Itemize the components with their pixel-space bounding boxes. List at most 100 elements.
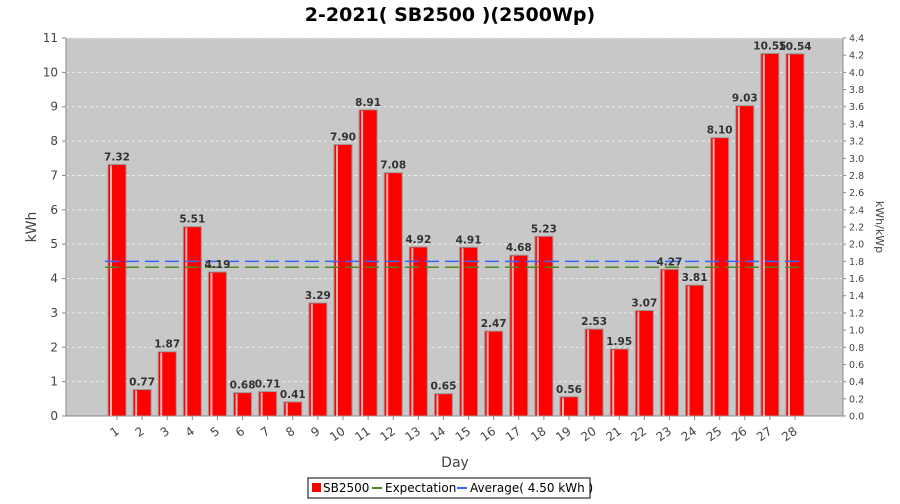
- data-label: 9.03: [732, 93, 758, 105]
- data-label: 0.71: [255, 379, 281, 391]
- y-tick-label: 0: [50, 409, 58, 423]
- y-tick-label: 1: [50, 375, 58, 389]
- bar-highlight: [411, 247, 414, 416]
- bar: [258, 391, 278, 417]
- y2-tick-label: 3.6: [849, 102, 864, 113]
- y2-tick-label: 4.2: [849, 51, 864, 62]
- data-label: 7.90: [330, 132, 356, 144]
- bar: [559, 396, 579, 417]
- y-tick-label: 2: [50, 340, 58, 354]
- bar: [408, 246, 428, 417]
- bar: [534, 235, 554, 417]
- bar-highlight: [587, 330, 590, 416]
- y-tick-label: 11: [43, 31, 58, 45]
- bar: [107, 163, 127, 417]
- x-tick-label: 4: [183, 424, 197, 440]
- y2-tick-label: 0.8: [849, 343, 864, 354]
- y2-tick-label: 0.2: [849, 394, 864, 405]
- x-tick-label: 7: [258, 424, 272, 440]
- bar-highlight: [788, 54, 790, 416]
- y2-tick-label: 4.0: [849, 68, 864, 79]
- data-label: 4.92: [405, 234, 431, 246]
- data-label: 3.07: [631, 298, 657, 310]
- bar: [233, 392, 253, 417]
- bar-highlight: [461, 248, 464, 416]
- bar: [433, 393, 453, 417]
- y2-tick-label: 1.8: [849, 257, 864, 268]
- data-label: 10.55: [753, 40, 786, 52]
- y2-tick-label: 1.0: [849, 326, 864, 337]
- y2-tick-label: 3.8: [849, 85, 864, 96]
- bar-highlight: [662, 270, 665, 416]
- bar-highlight: [562, 397, 564, 416]
- x-tick-label: 14: [428, 424, 449, 444]
- data-label: 7.08: [380, 160, 406, 172]
- x-tick-label: 21: [603, 424, 624, 444]
- data-label: 5.51: [179, 214, 205, 226]
- bar: [634, 310, 654, 417]
- x-tick-label: 2: [133, 424, 147, 440]
- bar: [358, 109, 378, 417]
- y-tick-label: 4: [50, 272, 58, 286]
- bar-highlight: [260, 392, 263, 416]
- data-label: 0.41: [280, 389, 306, 401]
- data-label: 0.77: [129, 377, 155, 389]
- bar-highlight: [285, 402, 288, 416]
- bar: [785, 53, 805, 417]
- legend-label-expectation: Expectation: [385, 481, 456, 495]
- y2-tick-label: 0.0: [849, 412, 864, 423]
- y-tick-label: 9: [50, 100, 58, 114]
- data-label: 4.19: [204, 259, 230, 271]
- data-label: 4.68: [506, 242, 532, 254]
- x-tick-label: 17: [503, 424, 524, 444]
- bar: [760, 52, 780, 417]
- x-tick-label: 10: [327, 424, 348, 444]
- bar: [659, 268, 679, 417]
- y2-tick-label: 3.4: [849, 119, 864, 130]
- y-tick-label: 5: [50, 237, 58, 251]
- y2-tick-label: 2.6: [849, 188, 864, 199]
- bar-highlight: [160, 352, 163, 416]
- x-tick-label: 9: [308, 424, 322, 440]
- bar-highlight: [712, 138, 715, 416]
- y2-tick-label: 2.4: [849, 205, 864, 216]
- y-tick-label: 8: [50, 134, 58, 148]
- y-axis-label: kWh: [24, 212, 40, 243]
- data-label: 4.91: [456, 234, 482, 246]
- legend-label-sb2500: SB2500: [323, 481, 369, 495]
- y2-tick-label: 3.0: [849, 154, 864, 165]
- bar: [182, 226, 202, 417]
- bar: [484, 330, 504, 417]
- data-label: 1.87: [154, 339, 180, 351]
- x-tick-label: 26: [729, 424, 750, 444]
- bar-highlight: [185, 227, 188, 416]
- bar-highlight: [336, 145, 338, 416]
- legend-swatch-sb2500: [312, 483, 321, 492]
- data-label: 4.27: [656, 256, 682, 268]
- x-tick-label: 6: [233, 424, 247, 440]
- y2-tick-label: 2.2: [849, 223, 864, 234]
- bar-highlight: [486, 332, 489, 416]
- chart-title: 2-2021( SB2500 )(2500Wp): [305, 4, 595, 26]
- bar: [333, 144, 353, 417]
- bar-highlight: [386, 173, 389, 416]
- y-tick-label: 6: [50, 203, 58, 217]
- y2-tick-label: 0.6: [849, 360, 864, 371]
- bar: [132, 389, 152, 417]
- bar: [308, 302, 328, 417]
- bar: [509, 254, 529, 417]
- x-tick-label: 3: [158, 424, 172, 440]
- x-tick-label: 5: [208, 424, 222, 440]
- y2-tick-label: 1.6: [849, 274, 864, 285]
- bar-highlight: [361, 110, 364, 416]
- bar: [157, 351, 177, 417]
- data-label: 0.65: [430, 381, 456, 393]
- y2-tick-label: 0.4: [849, 377, 864, 388]
- y-tick-label: 7: [50, 168, 58, 182]
- x-tick-label: 27: [754, 424, 775, 444]
- x-tick-label: 22: [629, 424, 650, 444]
- data-label: 8.10: [707, 125, 733, 137]
- bar-highlight: [235, 393, 238, 416]
- x-tick-label: 18: [528, 424, 549, 444]
